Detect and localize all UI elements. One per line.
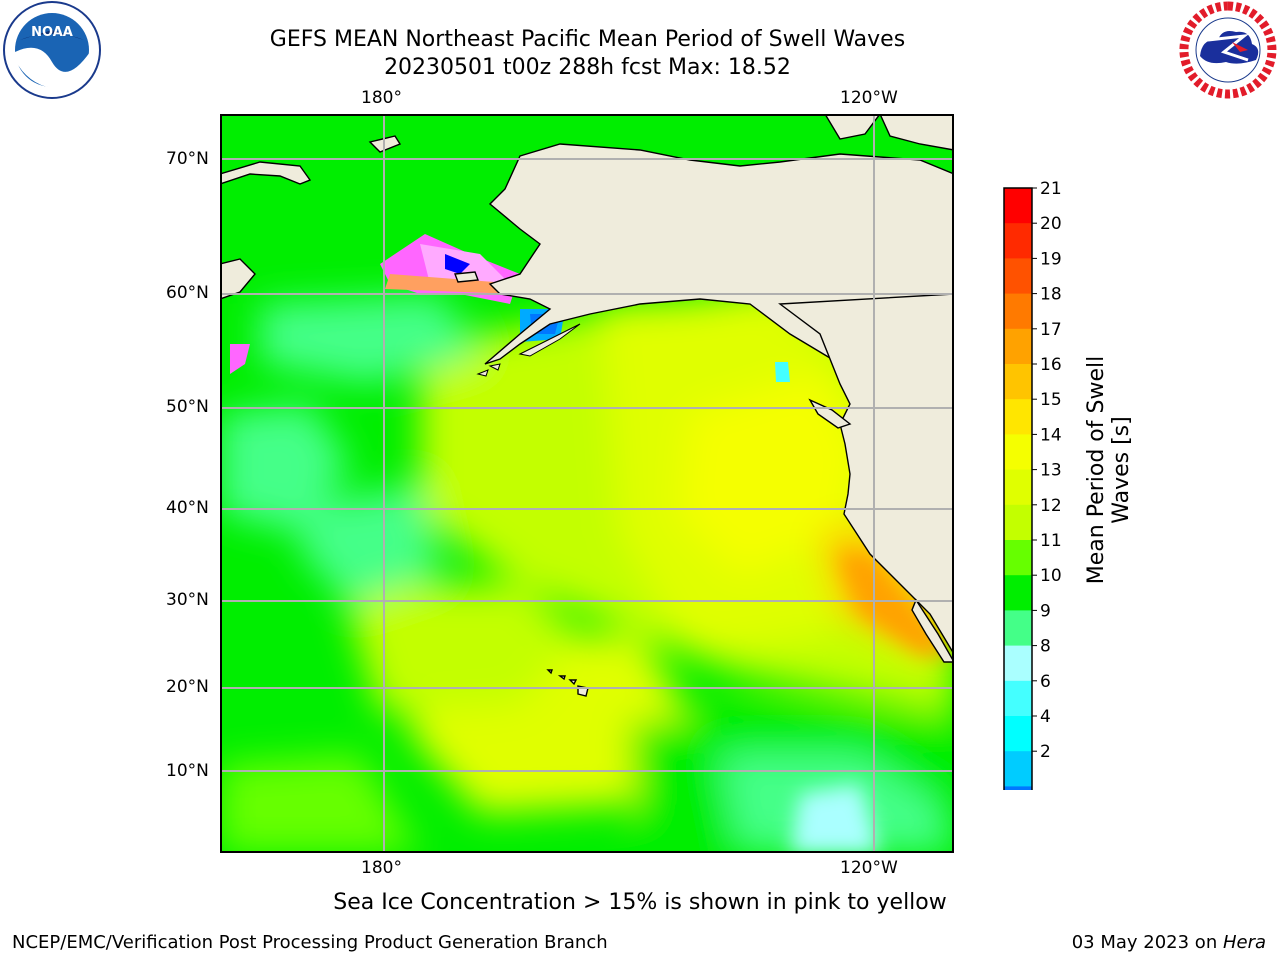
north-america-coast xyxy=(778,293,954,656)
lat-tick-20n: 20°N xyxy=(166,677,209,697)
swell-band-12s-south xyxy=(340,584,580,714)
colorbar-segment xyxy=(1004,645,1032,682)
lat-tick-50n: 50°N xyxy=(166,397,209,417)
land-masses xyxy=(220,114,954,697)
swell-band-9s-southeast xyxy=(790,784,880,853)
colorbar-tick-label: 8 xyxy=(1040,637,1051,657)
hawaii-kauai xyxy=(546,669,553,675)
colorbar-segment xyxy=(1004,504,1032,541)
colorbar-segment xyxy=(1004,188,1032,224)
colorbar-tick-label: 11 xyxy=(1040,531,1062,551)
lon-tick-top-120w: 120°W xyxy=(840,88,898,108)
colorbar-tick-label: 10 xyxy=(1040,566,1062,586)
colorbar-segment xyxy=(1004,364,1032,400)
colorbar-tick-label: 18 xyxy=(1040,285,1062,305)
colorbar-segment xyxy=(1004,258,1032,295)
lon-tick-bottom-180: 180° xyxy=(361,858,402,878)
swell-band-10s-west xyxy=(220,404,350,534)
colorbar-tick-label: 2 xyxy=(1040,742,1051,762)
map-panel xyxy=(220,114,954,853)
aleutian-islands xyxy=(476,323,581,377)
colorbar-segment xyxy=(1004,716,1032,752)
colorbar-tick-label: 19 xyxy=(1040,249,1062,269)
colorbar-segment xyxy=(1004,610,1032,647)
colorbar-segment xyxy=(1004,469,1032,506)
colorbar-segment xyxy=(1004,786,1032,823)
colorbar-segment xyxy=(1004,751,1032,787)
swell-band-10s-north xyxy=(260,294,480,384)
colorbar-segment xyxy=(1004,293,1032,330)
colorbar-segment xyxy=(1004,399,1032,435)
footer-machine: Hera xyxy=(1222,932,1266,953)
colorbar-tick-label: 21 xyxy=(1040,180,1062,199)
siberia-landmass xyxy=(220,161,312,185)
chart-subtitle: 20230501 t00z 288h fcst Max: 18.52 xyxy=(384,55,791,80)
lon-tick-bottom-120w: 120°W xyxy=(840,858,898,878)
noaa-logo-text: NOAA xyxy=(31,25,73,40)
colorbar-label: Mean Period of Swell Waves [s] xyxy=(1084,355,1134,585)
footer-date-text: 03 May 2023 on xyxy=(1071,932,1223,953)
lat-tick-70n: 70°N xyxy=(166,149,209,169)
colorbar-segment xyxy=(1004,540,1032,576)
colorbar-tick-label: 17 xyxy=(1040,320,1062,340)
colorbar-tick-label: 13 xyxy=(1040,461,1062,481)
nws-logo xyxy=(1178,0,1278,100)
colorbar-svg: 21 20 19 18 17 16 15 14 13 12 11 10 9 8 6 4 2 xyxy=(1003,179,1062,852)
graticule xyxy=(220,114,954,853)
hawaii-oahu xyxy=(557,675,566,681)
colorbar-tick-label: 6 xyxy=(1040,672,1051,692)
map-border xyxy=(220,114,954,853)
siberia-east xyxy=(220,258,256,300)
colorbar-tick-label: 15 xyxy=(1040,390,1062,410)
colorbar-segment xyxy=(1004,680,1032,717)
colorbar-tick-label: 12 xyxy=(1040,496,1062,516)
colorbar-segment xyxy=(1004,328,1032,365)
colorbar-tick-label: 14 xyxy=(1040,425,1062,445)
colorbar-segment xyxy=(1004,575,1032,611)
colorbar-tick-label: 4 xyxy=(1040,707,1051,727)
arctic-island-2 xyxy=(879,114,954,151)
arctic-islands xyxy=(824,114,881,140)
baja-california xyxy=(911,598,954,663)
swell-band-14s xyxy=(680,374,860,574)
noaa-logo: NOAA xyxy=(0,0,105,100)
colorbar-tick-label: 16 xyxy=(1040,355,1062,375)
footer-date: 03 May 2023 on Hera xyxy=(1072,932,1266,953)
hawaii-maui xyxy=(568,679,578,686)
footer-credit: NCEP/EMC/Verification Post Processing Pr… xyxy=(12,932,608,953)
colorbar-tick-label: 20 xyxy=(1040,214,1062,234)
swell-band-10s-mid xyxy=(300,484,440,604)
lat-tick-40n: 40°N xyxy=(166,498,209,518)
map-svg xyxy=(220,114,954,853)
lat-tick-30n: 30°N xyxy=(166,590,209,610)
colorbar-segment xyxy=(1004,223,1032,259)
lat-tick-10n: 10°N xyxy=(166,761,209,781)
colorbar-tick-label: 9 xyxy=(1040,601,1051,621)
swell-band-12s-southwest xyxy=(220,754,420,853)
colorbar: 21 20 19 18 17 16 15 14 13 12 11 10 9 8 6 4 2 xyxy=(990,179,1080,852)
sea-ice-note: Sea Ice Concentration > 15% is shown in … xyxy=(333,890,947,915)
lat-tick-60n: 60°N xyxy=(166,283,209,303)
lon-tick-top-180: 180° xyxy=(361,88,402,108)
chart-title: GEFS MEAN Northeast Pacific Mean Period … xyxy=(269,27,906,52)
colorbar-segment xyxy=(1004,434,1032,471)
st-lawrence-island xyxy=(454,271,479,283)
